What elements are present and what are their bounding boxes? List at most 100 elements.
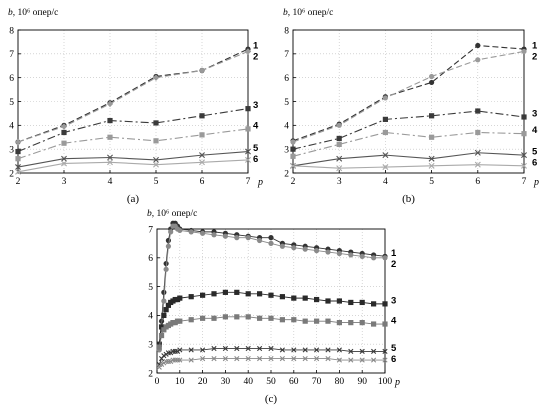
x-tick-label: 2 xyxy=(291,177,296,187)
y-tick-label: 3 xyxy=(148,341,153,351)
y-tick-label: 8 xyxy=(284,26,289,36)
data-point xyxy=(61,160,67,167)
data-point xyxy=(168,229,174,235)
series-1 xyxy=(15,46,251,145)
data-point xyxy=(359,348,365,354)
data-point xyxy=(290,139,296,145)
data-point xyxy=(234,289,240,295)
data-point xyxy=(153,156,159,163)
series-line-5 xyxy=(292,152,525,167)
series-label: 5 xyxy=(391,343,397,354)
series-line-1 xyxy=(158,222,386,345)
data-point xyxy=(165,302,171,308)
series-label: 2 xyxy=(532,52,537,63)
data-point xyxy=(371,348,377,354)
data-point xyxy=(234,345,240,352)
data-point xyxy=(61,129,67,136)
data-point xyxy=(211,232,217,238)
data-point xyxy=(348,320,354,326)
y-tick-label: 7 xyxy=(148,225,153,235)
x-tick-label: 20 xyxy=(198,377,208,387)
series-label: 2 xyxy=(253,52,258,63)
data-point xyxy=(165,243,171,249)
data-point xyxy=(302,347,308,353)
data-point xyxy=(336,165,343,172)
y-tick-label: 2 xyxy=(9,169,14,179)
data-point xyxy=(336,357,342,363)
series-6 xyxy=(290,161,527,172)
data-point xyxy=(188,317,194,323)
series-line-1 xyxy=(292,44,525,142)
x-tick-label: 90 xyxy=(357,377,367,387)
data-point xyxy=(359,299,365,306)
data-point xyxy=(163,307,169,313)
x-axis-label: p xyxy=(394,377,400,388)
series-line-1 xyxy=(17,48,249,143)
data-point xyxy=(336,320,342,326)
x-tick-label: 70 xyxy=(312,377,322,387)
series-label: 3 xyxy=(253,100,258,111)
data-point xyxy=(279,243,285,249)
data-point xyxy=(521,162,527,169)
data-point xyxy=(428,162,435,169)
x-tick-label: 0 xyxy=(155,377,160,387)
data-point xyxy=(245,235,251,241)
data-point xyxy=(336,250,342,257)
series-line-6 xyxy=(158,358,385,368)
data-point xyxy=(200,292,206,298)
data-point xyxy=(474,161,481,168)
data-point xyxy=(199,152,205,159)
series-line-6 xyxy=(292,164,525,169)
x-tick-label: 40 xyxy=(243,377,253,387)
data-point xyxy=(429,113,435,119)
data-point xyxy=(199,132,205,138)
y-tick-label: 2 xyxy=(284,169,289,179)
data-point xyxy=(325,298,331,304)
data-point xyxy=(245,148,251,155)
data-point xyxy=(161,353,167,359)
x-tick-label: 30 xyxy=(221,377,231,387)
y-axis-label-var: b xyxy=(8,8,13,18)
data-point xyxy=(382,255,388,261)
y-axis-label-unit: , 10⁶ опер/с xyxy=(288,8,334,18)
data-point xyxy=(177,227,183,234)
data-point xyxy=(429,73,435,80)
data-point xyxy=(336,141,342,147)
series-label: 4 xyxy=(391,316,397,327)
data-point xyxy=(279,294,285,300)
data-point xyxy=(325,249,331,255)
data-point xyxy=(302,318,308,324)
data-point xyxy=(222,314,228,320)
y-tick-label: 6 xyxy=(9,74,14,84)
data-point xyxy=(257,345,263,352)
data-point xyxy=(382,321,388,327)
x-tick-label: 7 xyxy=(522,177,527,187)
series-2 xyxy=(290,48,527,145)
x-tick-label: 3 xyxy=(62,177,67,187)
data-point xyxy=(429,134,435,140)
y-tick-label: 3 xyxy=(9,145,14,155)
series-line-2 xyxy=(158,225,385,351)
series-3 xyxy=(15,106,251,155)
data-point xyxy=(168,358,174,365)
data-point xyxy=(371,255,377,261)
x-tick-label: 3 xyxy=(337,177,342,187)
series-5 xyxy=(15,148,251,171)
data-point xyxy=(325,356,331,362)
panel-label: (b) xyxy=(402,193,415,205)
data-point xyxy=(14,138,22,146)
data-point xyxy=(211,291,217,297)
series-line-4 xyxy=(17,128,249,160)
data-point xyxy=(371,301,377,307)
data-point xyxy=(244,48,252,55)
data-point xyxy=(302,356,308,362)
data-point xyxy=(474,149,481,156)
series-label: 5 xyxy=(253,143,259,154)
data-point xyxy=(200,315,206,321)
data-point xyxy=(245,106,251,112)
data-point xyxy=(107,117,113,124)
series-label: 6 xyxy=(391,354,396,365)
series-2 xyxy=(14,48,252,146)
